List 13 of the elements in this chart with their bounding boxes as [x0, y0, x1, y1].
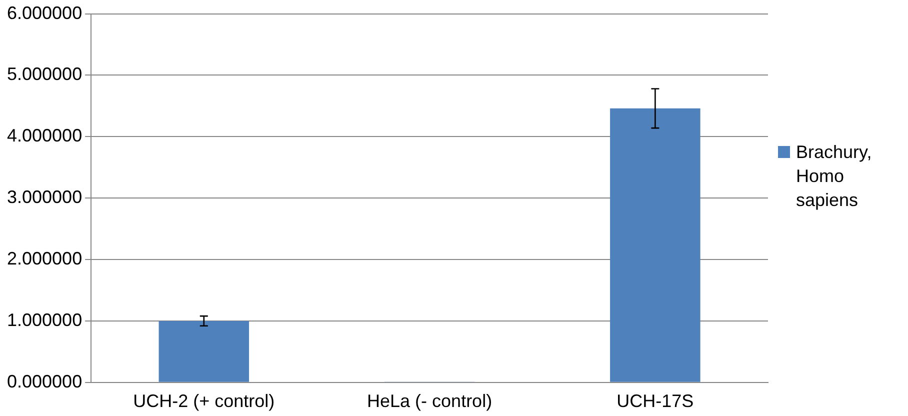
legend-label: Brachury, Homo sapiens [796, 141, 873, 212]
x-tick-label: UCH-17S [616, 391, 694, 412]
y-tick-label: 1.000000 [7, 310, 82, 330]
y-tick-label: 2.000000 [7, 248, 82, 268]
y-tick-label: 4.000000 [7, 126, 82, 146]
x-tick-label: UCH-2 (+ control) [133, 391, 275, 412]
y-tick-label: 0.000000 [7, 371, 82, 392]
y-tick-label: 5.000000 [7, 64, 82, 84]
y-tick-label: 3.000000 [7, 187, 82, 208]
bar [610, 108, 700, 382]
bar [158, 320, 250, 382]
y-tick-label: 6.000000 [7, 2, 82, 23]
x-tick-label: HeLa (- control) [367, 391, 492, 412]
